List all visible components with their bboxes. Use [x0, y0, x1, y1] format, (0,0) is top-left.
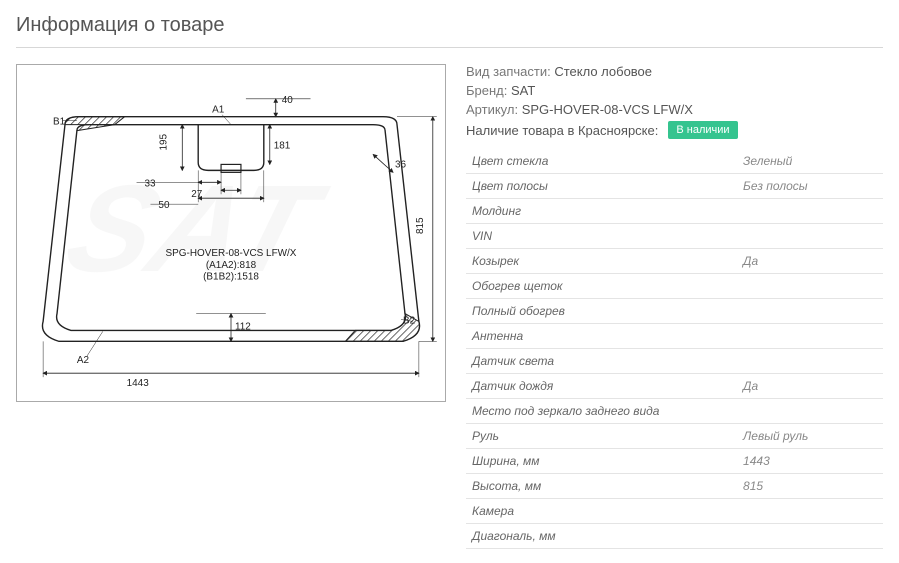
spec-row: Камера [466, 499, 883, 524]
spec-label: Молдинг [466, 199, 737, 224]
sku-value: SPG-HOVER-08-VCS LFW/X [522, 102, 693, 117]
svg-text:1443: 1443 [127, 378, 150, 389]
spec-row: Место под зеркало заднего вида [466, 399, 883, 424]
spec-value: 815 [737, 474, 883, 499]
svg-text:112: 112 [235, 321, 251, 332]
svg-text:SPG-HOVER-08-VCS LFW/X: SPG-HOVER-08-VCS LFW/X [166, 248, 297, 259]
spec-label: VIN [466, 224, 737, 249]
spec-label: Ширина, мм [466, 449, 737, 474]
brand-value: SAT [511, 83, 535, 98]
stock-row: Наличие товара в Красноярске: В наличии [466, 121, 883, 139]
svg-text:181: 181 [274, 141, 291, 152]
spec-label: Камера [466, 499, 737, 524]
windshield-diagram: 40 195 181 33 27 50 [17, 65, 445, 401]
spec-value: Да [737, 249, 883, 274]
spec-row: РульЛевый руль [466, 424, 883, 449]
spec-label: Полный обогрев [466, 299, 737, 324]
part-type-value: Стекло лобовое [554, 64, 652, 79]
svg-text:40: 40 [282, 95, 294, 106]
sku-row: Артикул: SPG-HOVER-08-VCS LFW/X [466, 102, 883, 117]
spec-label: Датчик дождя [466, 374, 737, 399]
spec-label: Место под зеркало заднего вида [466, 399, 737, 424]
svg-text:(B1B2):1518: (B1B2):1518 [203, 272, 259, 283]
spec-label: Руль [466, 424, 737, 449]
right-column: Вид запчасти: Стекло лобовое Бренд: SAT … [466, 64, 883, 549]
spec-row: Датчик света [466, 349, 883, 374]
spec-label: Козырек [466, 249, 737, 274]
spec-row: VIN [466, 224, 883, 249]
spec-value [737, 324, 883, 349]
svg-text:50: 50 [158, 200, 170, 211]
spec-row: Обогрев щеток [466, 274, 883, 299]
spec-row: КозырекДа [466, 249, 883, 274]
stock-label: Наличие товара в Красноярске: [466, 123, 658, 138]
sku-label: Артикул: [466, 102, 518, 117]
spec-label: Цвет полосы [466, 174, 737, 199]
spec-row: Молдинг [466, 199, 883, 224]
part-type-row: Вид запчасти: Стекло лобовое [466, 64, 883, 79]
svg-text:815: 815 [415, 217, 426, 234]
spec-label: Обогрев щеток [466, 274, 737, 299]
svg-text:B1: B1 [53, 117, 66, 128]
brand-row: Бренд: SAT [466, 83, 883, 98]
svg-text:(A1A2):818: (A1A2):818 [206, 260, 257, 271]
content-row: SAT [16, 64, 883, 549]
spec-value: Да [737, 374, 883, 399]
spec-label: Датчик света [466, 349, 737, 374]
spec-row: Антенна [466, 324, 883, 349]
spec-label: Антенна [466, 324, 737, 349]
spec-label: Диагональ, мм [466, 524, 737, 549]
spec-value [737, 399, 883, 424]
spec-row: Высота, мм815 [466, 474, 883, 499]
left-column: SAT [16, 64, 446, 549]
spec-row: Цвет полосыБез полосы [466, 174, 883, 199]
page-title: Информация о товаре [16, 14, 883, 48]
spec-label: Высота, мм [466, 474, 737, 499]
spec-value: Без полосы [737, 174, 883, 199]
spec-row: Цвет стеклаЗеленый [466, 149, 883, 174]
spec-value [737, 199, 883, 224]
spec-value [737, 224, 883, 249]
svg-text:33: 33 [145, 178, 157, 189]
brand-label: Бренд: [466, 83, 507, 98]
part-type-label: Вид запчасти: [466, 64, 551, 79]
spec-value [737, 274, 883, 299]
spec-table: Цвет стеклаЗеленыйЦвет полосыБез полосыМ… [466, 149, 883, 549]
spec-value: 1443 [737, 449, 883, 474]
spec-value: Зеленый [737, 149, 883, 174]
svg-text:A2: A2 [77, 355, 90, 366]
spec-row: Ширина, мм1443 [466, 449, 883, 474]
spec-value [737, 499, 883, 524]
svg-text:195: 195 [158, 133, 169, 150]
spec-value [737, 349, 883, 374]
spec-value: Левый руль [737, 424, 883, 449]
svg-text:A1: A1 [212, 105, 225, 116]
spec-row: Диагональ, мм [466, 524, 883, 549]
spec-value [737, 299, 883, 324]
spec-value [737, 524, 883, 549]
svg-text:36: 36 [395, 159, 407, 170]
spec-row: Полный обогрев [466, 299, 883, 324]
spec-row: Датчик дождяДа [466, 374, 883, 399]
stock-badge: В наличии [668, 121, 737, 139]
spec-label: Цвет стекла [466, 149, 737, 174]
diagram-box: SAT [16, 64, 446, 402]
